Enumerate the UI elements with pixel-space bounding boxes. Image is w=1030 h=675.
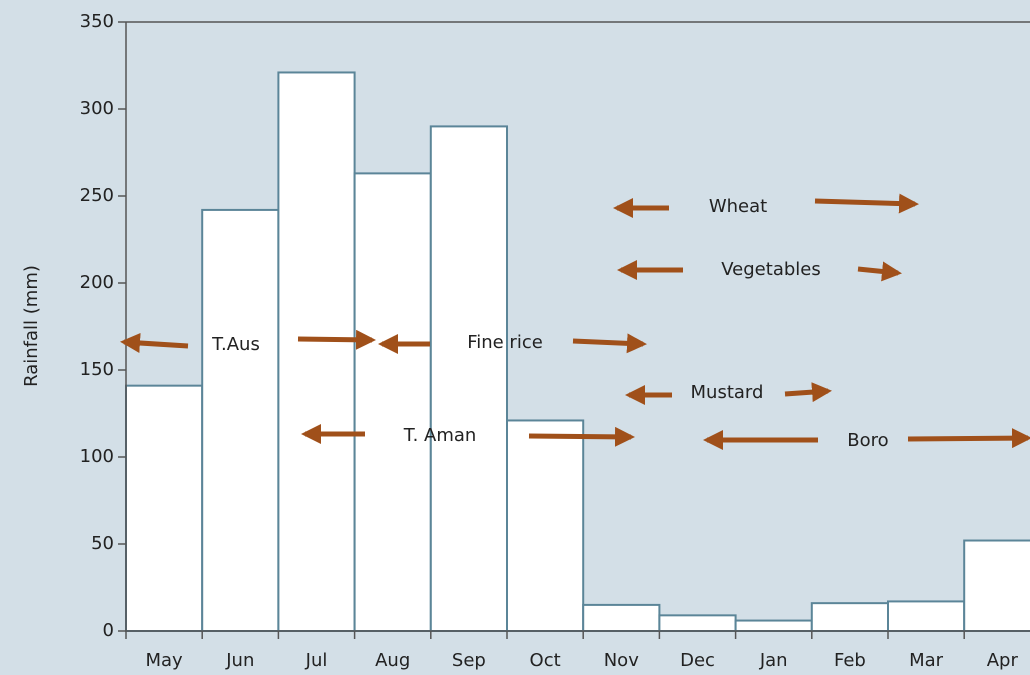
bar <box>658 614 737 633</box>
x-tick-label: Oct <box>530 650 561 671</box>
x-tick-label: May <box>145 650 183 671</box>
bar <box>582 603 661 633</box>
arrows <box>120 193 1030 450</box>
y-tick-label: 300 <box>80 98 114 119</box>
bar <box>125 384 204 632</box>
y-axis-label: Rainfall (mm) <box>21 265 42 387</box>
x-tick-label: Mar <box>909 650 944 671</box>
y-tick-label: 100 <box>80 446 114 467</box>
y-tick-label: 0 <box>103 620 114 641</box>
y-tick-label: 50 <box>91 533 114 554</box>
annotation: Boro <box>847 430 888 451</box>
x-tick-label: Jun <box>225 650 254 671</box>
y-tick-label: 250 <box>80 185 114 206</box>
x-tick-label: Apr <box>987 650 1019 671</box>
bar <box>277 71 356 632</box>
y-tick-label: 350 <box>80 11 114 32</box>
annotation: Mustard <box>691 382 764 403</box>
annotation: Vegetables <box>721 259 820 280</box>
x-tick-label: Dec <box>680 650 715 671</box>
x-tick-label: Feb <box>834 650 866 671</box>
y-tick-label: 200 <box>80 272 114 293</box>
annotation: T. Aman <box>403 425 477 446</box>
x-tick-label: Jul <box>305 650 328 671</box>
bar <box>506 419 585 632</box>
bar <box>810 602 889 632</box>
bar <box>963 539 1030 633</box>
annotation: Fine rice <box>467 332 543 353</box>
x-tick-label: Jan <box>759 650 788 671</box>
x-tick-label: Sep <box>452 650 486 671</box>
bar <box>734 619 813 632</box>
x-tick-label: Nov <box>604 650 639 671</box>
annotation: Wheat <box>709 196 767 217</box>
bar <box>887 600 966 632</box>
bar <box>201 208 280 632</box>
bar <box>429 125 508 633</box>
x-tick-label: Aug <box>375 650 410 671</box>
annotation: T.Aus <box>211 334 260 355</box>
bar <box>353 172 432 632</box>
y-tick-label: 150 <box>80 359 114 380</box>
